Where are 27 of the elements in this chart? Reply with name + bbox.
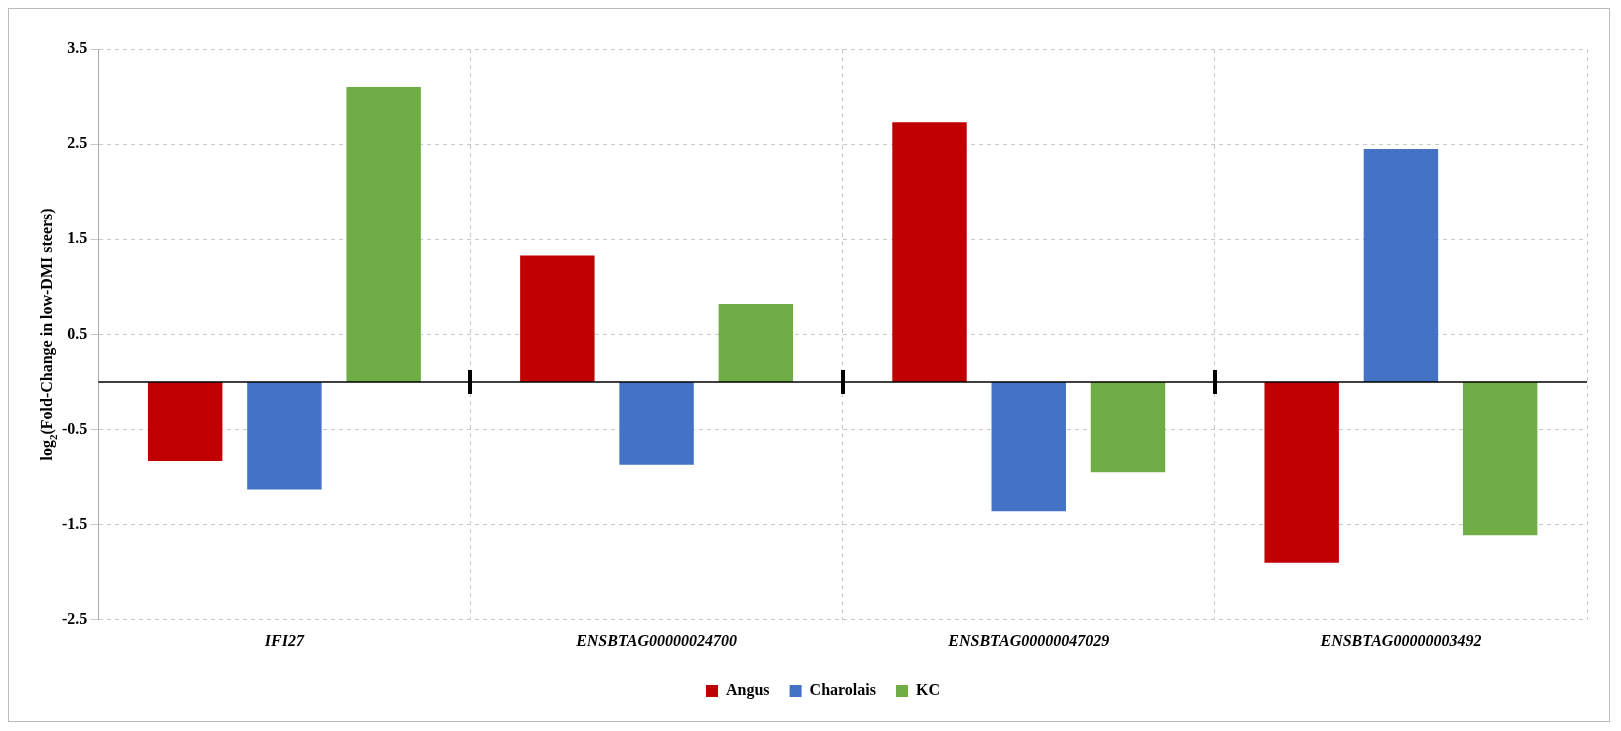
- x-tick-label: ENSBTAG00000003492: [1319, 631, 1482, 649]
- x-tick-label: ENSBTAG00000047029: [947, 631, 1110, 649]
- bar: [1462, 381, 1538, 536]
- bar: [520, 255, 595, 382]
- y-tick-label: 1.5: [67, 229, 88, 247]
- y-tick-label: 2.5: [67, 134, 88, 152]
- bar: [892, 122, 967, 382]
- y-tick-label: -1.5: [62, 514, 88, 532]
- bar: [1090, 381, 1166, 473]
- y-tick-label: -2.5: [62, 609, 88, 627]
- legend-label: Angus: [726, 681, 770, 700]
- y-tick-label: 0.5: [67, 324, 88, 342]
- bar: [718, 303, 794, 382]
- legend-label: Charolais: [809, 681, 876, 699]
- x-tick-label: IFI27: [263, 631, 305, 649]
- bar: [991, 381, 1066, 512]
- bar: [1363, 148, 1439, 382]
- bar: [346, 87, 421, 382]
- y-axis-title: log2(Fold-Change in low-DMI steers): [38, 208, 59, 461]
- x-tick-label: ENSBTAG00000024700: [575, 631, 738, 649]
- bar: [247, 381, 322, 490]
- bar: [147, 381, 223, 461]
- y-tick-label: 3.5: [67, 39, 88, 57]
- y-tick-label: -0.5: [62, 419, 88, 437]
- bar: [619, 381, 694, 465]
- legend-label: KC: [915, 681, 940, 699]
- bar: [1264, 381, 1339, 563]
